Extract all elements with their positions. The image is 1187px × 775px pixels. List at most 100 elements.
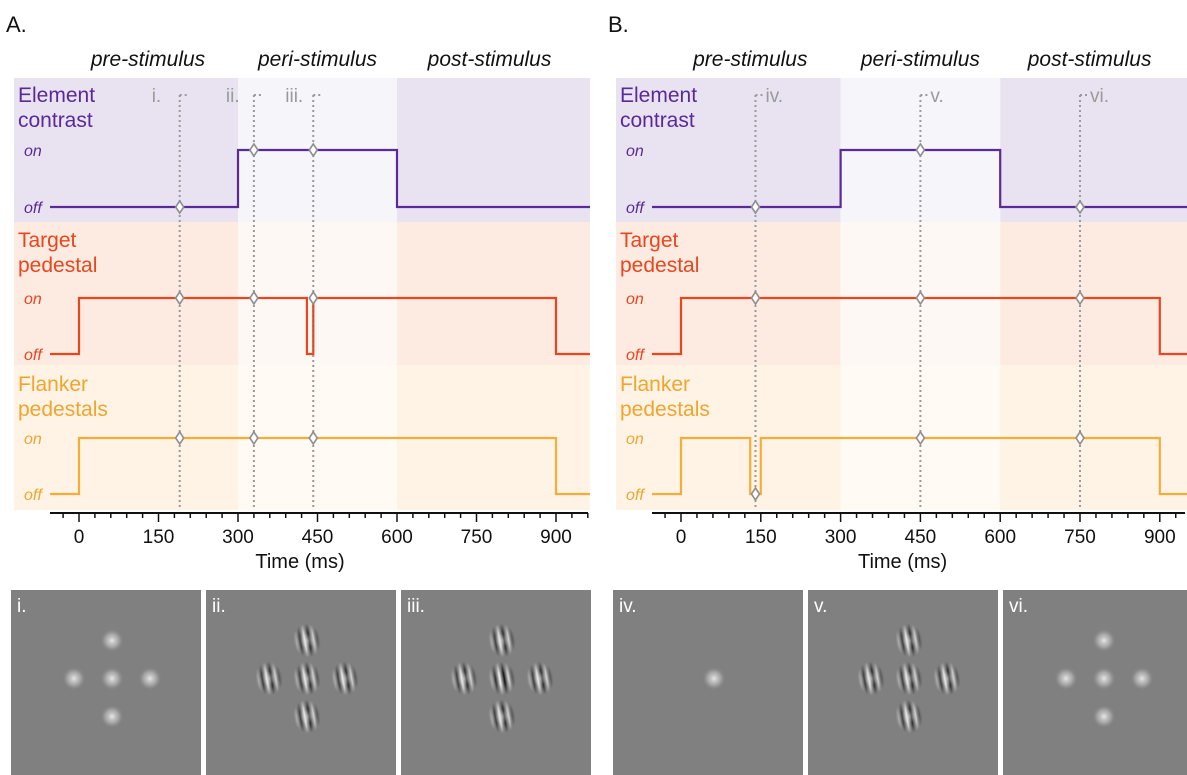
x-tick-label: 450 <box>905 527 937 548</box>
target-band-post <box>397 222 590 365</box>
marker-diamond <box>1075 199 1085 215</box>
marker-diamond <box>915 430 926 446</box>
pedestal-blob <box>900 631 918 650</box>
marker-label: ii. <box>226 86 240 107</box>
off-label: off <box>24 347 43 364</box>
marker-diamond <box>248 430 259 446</box>
stimulus-thumbnail <box>206 590 396 775</box>
off-label: off <box>626 487 645 504</box>
phase-label: post-stimulus <box>427 48 552 71</box>
stimulus-label: ii. <box>212 596 226 617</box>
x-tick-label: 750 <box>461 527 493 548</box>
marker-diamond <box>1075 430 1085 446</box>
target-label: pedestal <box>620 254 699 277</box>
x-axis-title: Time (ms) <box>255 551 344 573</box>
pedestal-blob <box>1092 704 1116 729</box>
contrast-label: contrast <box>18 109 93 132</box>
on-label: on <box>626 291 644 308</box>
stimulus-label: v. <box>814 596 827 617</box>
panel-b: B. pre-stimulus peri-stimulus post-stimulus… <box>608 12 1187 775</box>
gabor-element <box>485 697 519 736</box>
gabor-element <box>892 659 926 698</box>
x-tick-label: 0 <box>676 527 687 548</box>
on-label: on <box>24 431 42 448</box>
off-label: off <box>626 347 645 364</box>
stimulus-thumbnail <box>11 590 201 775</box>
gabor-element <box>485 659 519 698</box>
marker-diamond <box>308 290 319 306</box>
marker-diamond <box>915 142 926 158</box>
pedestal-blob <box>336 669 354 688</box>
pedestal-blob <box>862 669 880 688</box>
pedestal-blob <box>493 707 511 726</box>
marker-diamond <box>248 290 259 306</box>
off-label: off <box>626 200 645 217</box>
pedestal-blob <box>1130 666 1154 691</box>
off-label: off <box>24 487 43 504</box>
x-tick-label: 750 <box>1064 527 1096 548</box>
pedestal-blob <box>1092 628 1116 653</box>
pedestal-blob <box>100 628 124 653</box>
target-band-post <box>1000 222 1187 365</box>
gabor-element <box>892 697 926 736</box>
contrast-band-pre <box>14 78 238 222</box>
gabor-element <box>854 659 888 698</box>
x-tick-label: 150 <box>143 527 175 548</box>
marker-diamond <box>174 430 185 446</box>
gabor-element <box>892 621 926 660</box>
panel-letter: A. <box>6 12 27 37</box>
pedestal-blob <box>100 704 124 729</box>
contrast-band-post <box>397 78 590 222</box>
pedestal-blob <box>493 631 511 650</box>
pedestal-blob <box>702 666 726 691</box>
x-tick-label: 300 <box>222 527 254 548</box>
x-tick-label: 900 <box>540 527 572 548</box>
marker-label: iv. <box>765 86 783 107</box>
pedestal-blob <box>100 666 124 691</box>
target-band-peri <box>238 222 397 365</box>
contrast-label: Element <box>620 84 697 107</box>
gabor-element <box>290 621 324 660</box>
target-label: Target <box>18 229 77 252</box>
marker-diamond <box>1075 290 1085 306</box>
pedestal-blob <box>900 669 918 688</box>
on-label: on <box>626 143 644 160</box>
marker-diamond <box>915 290 926 306</box>
pedestal-blob <box>455 669 473 688</box>
gabor-element <box>523 659 557 698</box>
x-tick-label: 600 <box>381 527 413 548</box>
pedestal-blob <box>900 707 918 726</box>
phase-label: post-stimulus <box>1027 48 1152 71</box>
marker-diamond <box>750 290 761 306</box>
pedestal-blob <box>138 666 162 691</box>
pedestal-blob <box>531 669 549 688</box>
contrast-label: contrast <box>620 109 695 132</box>
target-label: Target <box>620 229 679 252</box>
x-tick-label: 150 <box>745 527 777 548</box>
marker-label: vi. <box>1090 86 1109 107</box>
pedestal-blob <box>260 669 278 688</box>
x-tick-label: 0 <box>74 527 85 548</box>
marker-diamond <box>308 430 319 446</box>
stimulus-thumbnail <box>1003 590 1187 775</box>
stimulus-label: vi. <box>1009 596 1028 617</box>
stimulus-label: i. <box>17 596 27 617</box>
phase-label: pre-stimulus <box>692 48 808 71</box>
contrast-label: Element <box>18 84 95 107</box>
flanker-label: Flanker <box>18 373 88 396</box>
flanker-label: pedestals <box>18 398 108 421</box>
gabor-element <box>447 659 481 698</box>
marker-diamond <box>750 199 761 215</box>
stimulus-label: iii. <box>407 596 425 617</box>
on-label: on <box>24 143 42 160</box>
x-tick-label: 300 <box>825 527 857 548</box>
phase-label: peri-stimulus <box>860 48 981 71</box>
x-tick-label: 900 <box>1144 527 1176 548</box>
gabor-element <box>485 621 519 660</box>
target-trace <box>50 296 590 356</box>
x-tick-label: 450 <box>302 527 334 548</box>
marker-diamond <box>174 199 185 215</box>
target-band-pre <box>14 222 238 365</box>
off-label: off <box>24 200 43 217</box>
